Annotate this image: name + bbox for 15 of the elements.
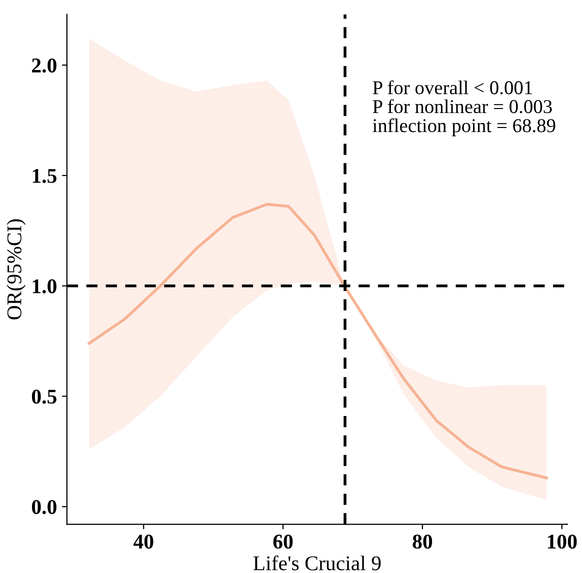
annotation: inflection point = 68.89 [372, 118, 556, 136]
x-tick-label: 80 [412, 534, 432, 549]
line-series [88, 202, 548, 480]
x-tick-label: 100 [548, 534, 577, 549]
x-axis-title: Life's Crucial 9 [253, 555, 381, 570]
y-tick-label: 1.0 [32, 279, 56, 294]
y-tick-label: 0.0 [32, 500, 56, 514]
y-tick-label: 1.5 [32, 168, 56, 184]
annotation: P for nonlinear = 0.003 [372, 99, 552, 114]
y-axis-title: OR(95%CI) [6, 219, 26, 320]
annotation: P for overall < 0.001 [372, 80, 532, 94]
y-tick-label: 2.0 [32, 58, 56, 73]
x-tick-label: 60 [273, 534, 293, 549]
y-tick-label: 0.5 [32, 390, 56, 404]
x-tick-label: 40 [133, 534, 154, 549]
